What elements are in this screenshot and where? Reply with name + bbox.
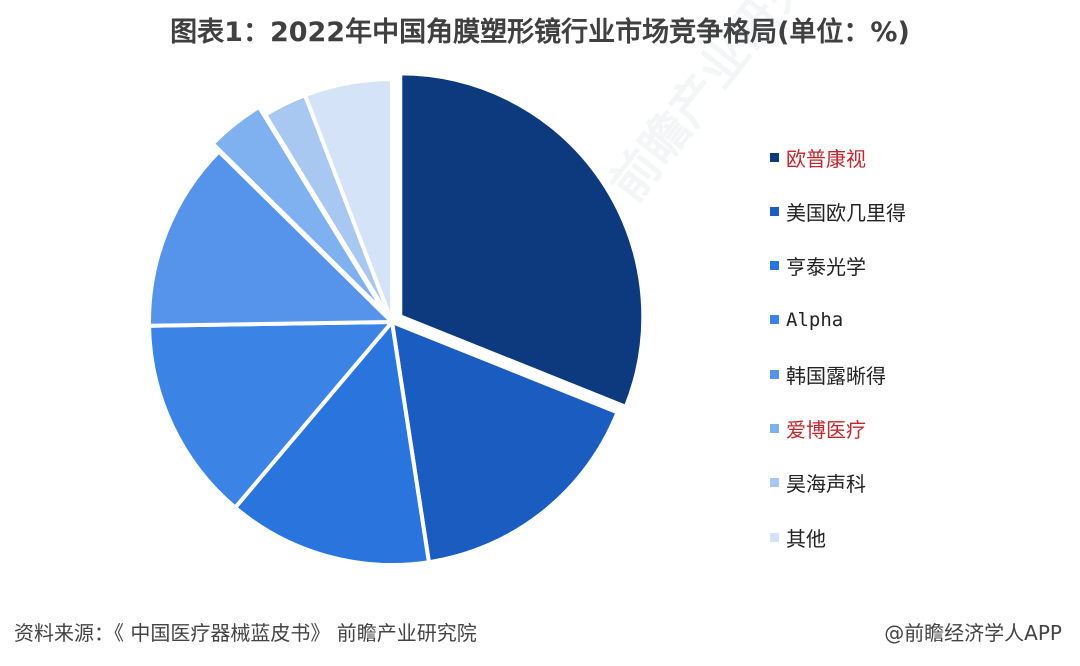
legend-label: 亨泰光学 bbox=[786, 255, 866, 280]
legend-swatch bbox=[770, 424, 779, 433]
legend-swatch bbox=[770, 152, 779, 162]
legend-label: 爱博医疗 bbox=[786, 418, 866, 442]
pie-slice-5 bbox=[147, 149, 394, 328]
legend-swatch bbox=[770, 478, 779, 488]
pie-slice-3 bbox=[233, 320, 431, 567]
legend-label: Alpha bbox=[786, 308, 844, 331]
legend-label: 昊海声科 bbox=[786, 472, 866, 497]
legend-item-1: 欧普康视 bbox=[770, 142, 866, 172]
legend-item-4: Alpha bbox=[770, 305, 843, 335]
legend-item-3: 亨泰光学 bbox=[770, 251, 866, 281]
legend-label: 韩国露晰得 bbox=[786, 363, 886, 388]
legend-swatch bbox=[770, 315, 779, 325]
legend-swatch bbox=[770, 206, 779, 216]
chart-title: 图表1：2022年中国角膜塑形镜行业市场竞争格局(单位：%) bbox=[170, 17, 910, 48]
legend-label: 美国欧几里得 bbox=[786, 200, 906, 225]
pie-slice-1 bbox=[398, 71, 646, 409]
legend-item-2: 美国欧几里得 bbox=[770, 196, 906, 226]
legend-item-6: 爱博医疗 bbox=[770, 414, 866, 444]
legend-swatch bbox=[770, 532, 779, 542]
legend-swatch bbox=[770, 369, 779, 379]
legend-item-5: 韩国露晰得 bbox=[770, 359, 886, 389]
legend-label: 欧普康视 bbox=[786, 146, 866, 171]
pie-slice-4 bbox=[147, 320, 394, 510]
legend-swatch bbox=[770, 261, 779, 271]
pie-slice-6 bbox=[210, 104, 388, 317]
credit-note: @前瞻经济学人APP bbox=[884, 621, 1062, 645]
legend-label: 其他 bbox=[786, 526, 826, 551]
pie-slice-8 bbox=[303, 77, 394, 324]
legend-item-7: 昊海声科 bbox=[770, 468, 866, 498]
pie-slice-2 bbox=[390, 320, 620, 565]
legend-item-8: 其他 bbox=[770, 522, 826, 552]
source-note: 资料来源：《 中国医疗器械蓝皮书》 前瞻产业研究院 bbox=[14, 621, 477, 645]
